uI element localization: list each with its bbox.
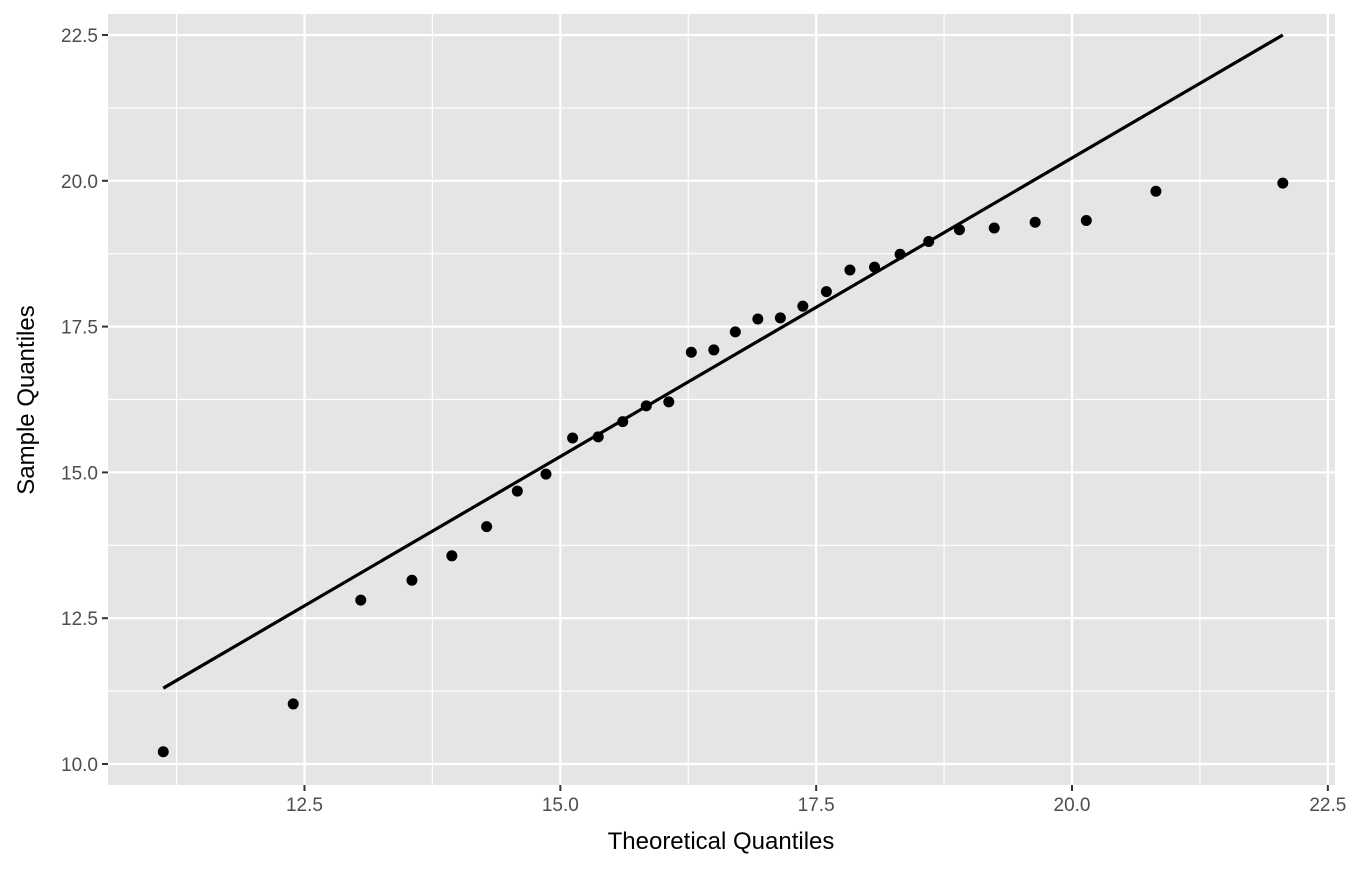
- data-point: [287, 698, 299, 710]
- data-point: [1080, 214, 1092, 226]
- data-point: [640, 400, 652, 412]
- x-tick-label: 15.0: [542, 795, 579, 816]
- data-point: [446, 550, 458, 562]
- data-point: [894, 248, 906, 260]
- data-point: [157, 746, 169, 758]
- data-point: [663, 396, 675, 408]
- data-point: [685, 346, 697, 358]
- data-point: [988, 222, 1000, 234]
- data-point: [844, 264, 856, 276]
- x-axis-title: Theoretical Quantiles: [608, 828, 835, 855]
- minor-gridlines: [108, 14, 1335, 785]
- y-tick-label: 22.5: [61, 26, 98, 47]
- data-point: [1029, 216, 1041, 228]
- data-point: [923, 235, 935, 247]
- y-axis-title: Sample Quantiles: [13, 305, 40, 494]
- data-point: [774, 312, 786, 324]
- sample-points: [157, 177, 1289, 758]
- data-point: [406, 574, 418, 586]
- data-point: [729, 326, 741, 338]
- data-point: [540, 468, 552, 480]
- x-tick-label: 17.5: [798, 795, 835, 816]
- data-point: [481, 521, 493, 533]
- data-point: [797, 300, 809, 312]
- data-point: [752, 313, 764, 325]
- x-axis: 12.5 15.0 17.5 20.0 22.5: [286, 785, 1346, 816]
- data-point: [592, 431, 604, 443]
- data-point: [820, 286, 832, 298]
- data-point: [708, 344, 720, 356]
- data-point: [953, 224, 965, 236]
- y-tick-label: 15.0: [61, 463, 98, 484]
- x-tick-label: 12.5: [286, 795, 323, 816]
- y-tick-label: 12.5: [61, 609, 98, 630]
- y-tick-label: 20.0: [61, 172, 98, 193]
- major-gridlines: [108, 14, 1335, 785]
- reference-line: [162, 33, 1284, 690]
- data-point: [1277, 177, 1289, 189]
- x-tick-label: 22.5: [1309, 795, 1346, 816]
- data-point: [355, 594, 367, 606]
- y-tick-label: 10.0: [61, 755, 98, 776]
- y-tick-label: 17.5: [61, 318, 98, 339]
- data-point: [868, 261, 880, 273]
- x-tick-label: 20.0: [1054, 795, 1091, 816]
- y-axis: 10.0 12.5 15.0 17.5 20.0 22.5: [61, 26, 108, 776]
- data-point: [511, 485, 523, 497]
- data-point: [567, 432, 579, 444]
- data-point: [1150, 185, 1162, 197]
- data-point: [617, 416, 629, 428]
